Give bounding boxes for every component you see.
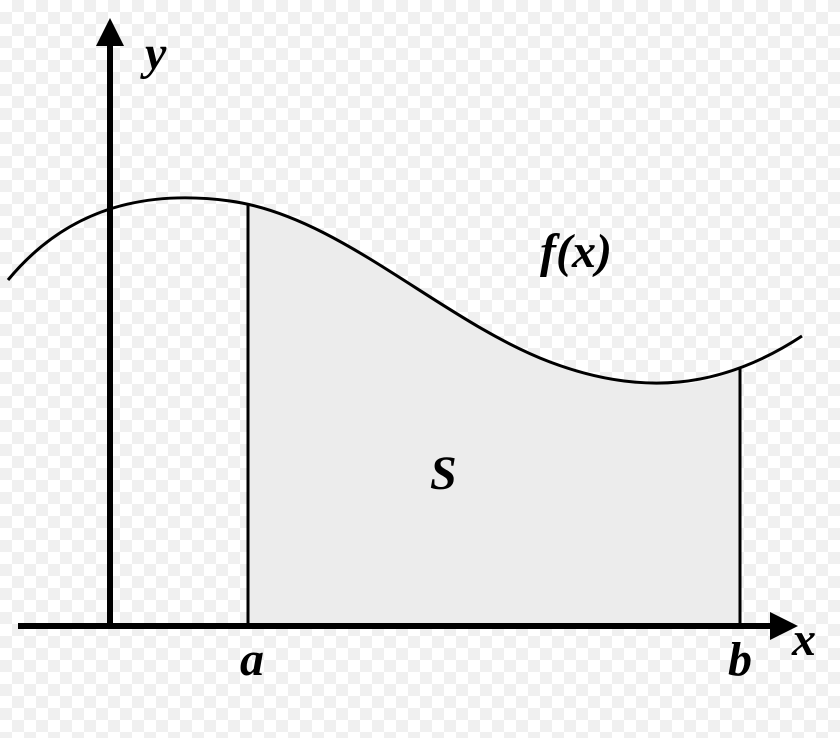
- a-label: a: [240, 636, 264, 684]
- integral-diagram-svg: [0, 0, 840, 738]
- area-under-curve: [248, 204, 740, 626]
- b-label: b: [728, 636, 752, 684]
- y-axis-label: y: [145, 30, 166, 78]
- curve-label: f(x): [540, 228, 612, 276]
- area-label: S: [430, 450, 457, 498]
- x-axis-label: x: [792, 616, 816, 664]
- y-axis-arrowhead: [96, 18, 124, 46]
- diagram-canvas: y x f(x) S a b: [0, 0, 840, 738]
